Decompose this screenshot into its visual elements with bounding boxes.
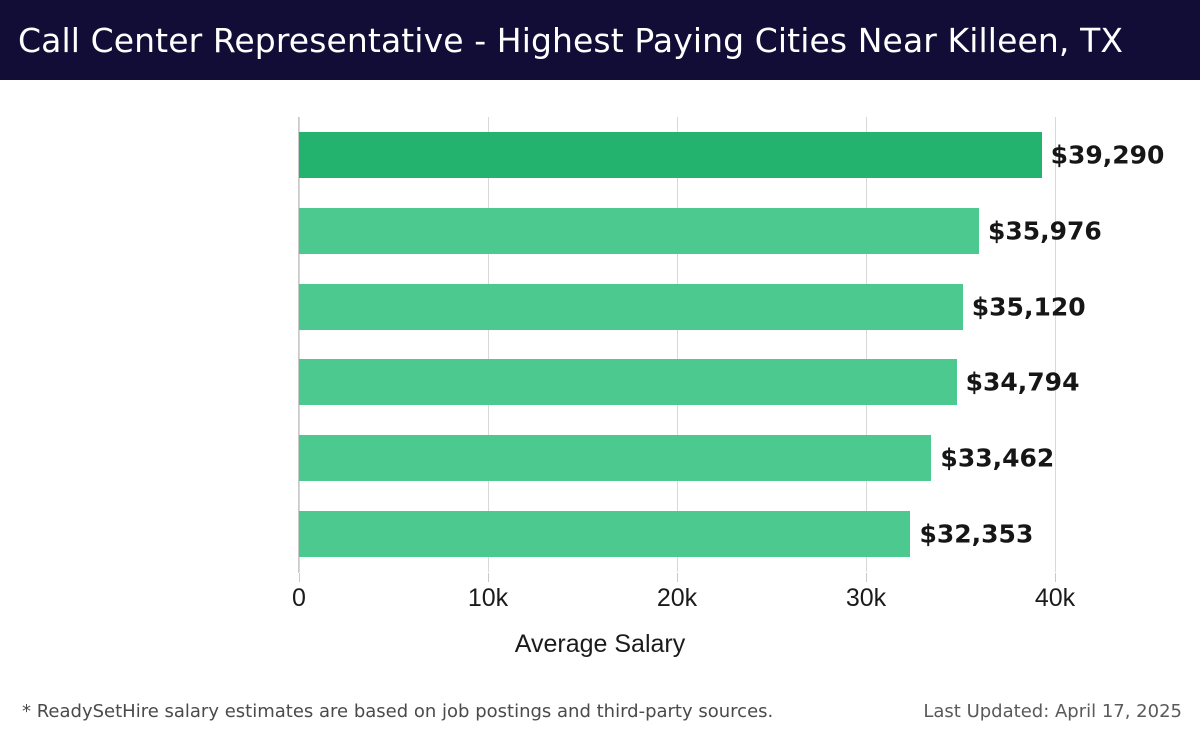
plot-area: $39,290Austin, TX $35,976New Braunfels, T…: [299, 117, 1164, 572]
bar-value-label: $35,120: [971, 292, 1086, 322]
gridline-30k: [866, 117, 867, 572]
x-tick-mark: [677, 573, 678, 582]
gridline-20k: [677, 117, 678, 572]
bar[interactable]: [299, 207, 979, 254]
bar[interactable]: [299, 359, 957, 406]
x-tick-mark: [299, 573, 300, 582]
bar-row: $32,353Temple, TX: [299, 511, 1055, 558]
x-tick-mark: [866, 573, 867, 582]
bar-value-label: $34,794: [965, 367, 1080, 397]
x-tick-mark: [488, 573, 489, 582]
bar[interactable]: [299, 283, 963, 330]
bar-row: $34,794Cedar Park, TX: [299, 359, 1079, 406]
bar-value-label: $35,976: [987, 216, 1102, 246]
gridline-0: [299, 117, 300, 572]
footer-disclaimer: * ReadySetHire salary estimates are base…: [22, 701, 774, 722]
gridline-10k: [488, 117, 489, 572]
bar[interactable]: [299, 131, 1042, 178]
bar-value-label: $39,290: [1050, 140, 1165, 170]
x-tick-mark: [1055, 573, 1056, 582]
bar-value-label: $32,353: [919, 519, 1034, 549]
x-axis-title: Average Salary: [514, 630, 686, 658]
footer-last-updated: Last Updated: April 17, 2025: [923, 701, 1182, 722]
header-bar: Call Center Representative - Highest Pay…: [0, 0, 1200, 80]
x-tick-label: 20k: [656, 584, 698, 612]
bar[interactable]: [299, 511, 911, 558]
bar-row: $33,462Waco, TX: [299, 435, 1055, 482]
y-axis-line: [298, 117, 299, 573]
bar[interactable]: [299, 435, 932, 482]
bar-value-label: $33,462: [940, 443, 1055, 473]
x-tick-label: 0: [292, 584, 306, 612]
page-title: Call Center Representative - Highest Pay…: [18, 20, 1124, 60]
bar-row: $39,290Austin, TX: [299, 131, 1164, 178]
bar-row: $35,120Round Rock, TX: [299, 283, 1086, 330]
x-tick-label: 10k: [467, 584, 509, 612]
gridline-40k: [1055, 117, 1056, 572]
x-tick-label: 40k: [1034, 584, 1076, 612]
bar-row: $35,976New Braunfels, TX: [299, 207, 1102, 254]
x-tick-label: 30k: [845, 584, 887, 612]
